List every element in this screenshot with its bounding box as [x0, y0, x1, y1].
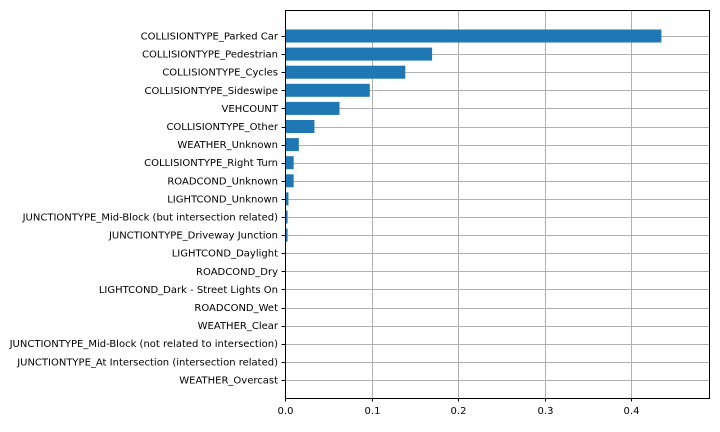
bar [285, 192, 289, 206]
y-tick-label: ROADCOND_Unknown [167, 176, 278, 187]
y-tick-label: WEATHER_Unknown [177, 140, 278, 151]
y-tick-label: VEHCOUNT [222, 104, 279, 115]
bar [285, 210, 288, 224]
bar [285, 47, 433, 61]
bars [285, 29, 662, 242]
y-tick-label: COLLISIONTYPE_Sideswipe [145, 86, 278, 97]
y-tick-label: JUNCTIONTYPE_At Intersection (intersecti… [16, 357, 278, 368]
y-tick-label: LIGHTCOND_Daylight [172, 249, 278, 260]
x-tick-label: 0.4 [624, 406, 640, 417]
x-tick-labels: 0.0 0.1 0.2 0.3 0.4 [278, 398, 640, 417]
y-tick-label: WEATHER_Overcast [179, 375, 278, 386]
y-tick-label: LIGHTCOND_Unknown [167, 194, 278, 205]
y-tick-label: COLLISIONTYPE_Pedestrian [142, 50, 278, 61]
y-tick-label: JUNCTIONTYPE_Driveway Junction [108, 231, 278, 242]
y-tick-label: LIGHTCOND_Dark - Street Lights On [99, 285, 278, 296]
bar [285, 120, 315, 133]
x-tick-label: 0.3 [538, 406, 554, 417]
y-tick-label: COLLISIONTYPE_Right Turn [144, 158, 278, 169]
bar [285, 83, 370, 97]
bar [285, 29, 662, 43]
bar [285, 138, 299, 152]
y-tick-labels: COLLISIONTYPE_Parked Car COLLISIONTYPE_Pe… [9, 32, 285, 386]
y-tick-label: JUNCTIONTYPE_Mid-Block (but intersection… [22, 213, 278, 224]
bar [285, 156, 294, 170]
bar [285, 101, 340, 115]
bar [285, 65, 406, 79]
x-tick-label: 0.2 [451, 406, 467, 417]
plot-frame [285, 10, 710, 399]
bar [285, 228, 288, 242]
y-tick-label: ROADCOND_Dry [196, 267, 278, 278]
y-tick-label: WEATHER_Clear [198, 321, 279, 332]
y-tick-label: JUNCTIONTYPE_Mid-Block (not related to i… [9, 339, 278, 350]
y-tick-label: COLLISIONTYPE_Other [166, 122, 278, 133]
x-tick-label: 0.0 [278, 406, 294, 417]
y-tick-label: COLLISIONTYPE_Parked Car [141, 32, 279, 43]
y-tick-label: ROADCOND_Wet [194, 303, 278, 314]
bar [285, 174, 294, 188]
x-tick-label: 0.1 [365, 406, 381, 417]
y-tick-label: COLLISIONTYPE_Cycles [162, 68, 278, 79]
